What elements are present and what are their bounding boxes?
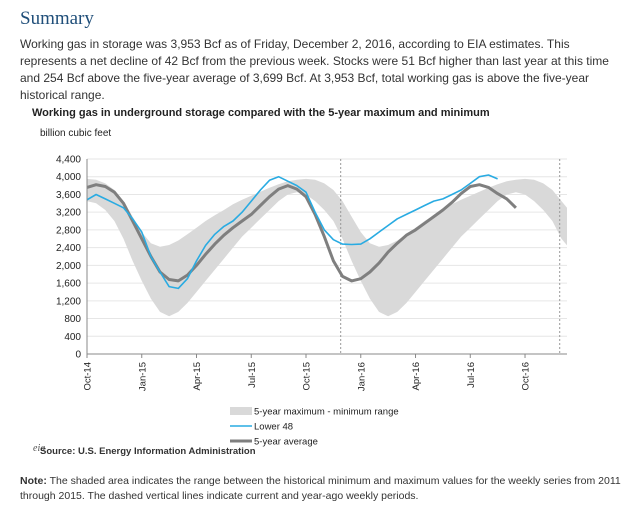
x-tick-label: Jul-16 — [466, 362, 477, 388]
legend-swatch-range — [230, 407, 252, 415]
series-range-area — [87, 178, 567, 317]
note-body: The shaded area indicates the range betw… — [20, 475, 621, 502]
axis-layer: 0 400 800 1,200 1,600 2,000 2,400 2,800 3,200 3,6… — [56, 155, 567, 391]
y-tick-label: 2,800 — [56, 225, 81, 236]
x-tick-label: Apr-16 — [411, 362, 422, 391]
series-layer — [86, 159, 567, 354]
x-tick-label: Oct-14 — [83, 362, 94, 391]
y-tick-label: 400 — [64, 332, 81, 343]
chart-title: Working gas in underground storage compa… — [32, 107, 490, 119]
y-tick-label: 1,600 — [56, 279, 81, 290]
y-tick-label: 800 — [64, 314, 81, 325]
legend-label-lower48: Lower 48 — [254, 422, 293, 433]
y-tick-label: 3,600 — [56, 190, 81, 201]
legend-label-range: 5-year maximum - minimum range — [254, 407, 399, 418]
x-tick-label: Oct-16 — [521, 362, 532, 391]
x-tick-label: Jan-15 — [137, 362, 148, 391]
y-tick-label: 0 — [75, 350, 81, 361]
y-tick-label: 2,400 — [56, 243, 81, 254]
eia-logo: eia — [33, 443, 46, 454]
series-lower-48-line — [86, 174, 498, 290]
x-tick-label: Oct-15 — [302, 362, 313, 391]
y-tick-label: 4,400 — [56, 155, 81, 166]
legend: 5-year maximum - minimum range Lower 48 5-… — [230, 407, 399, 448]
y-tick-label: 1,200 — [56, 296, 81, 307]
legend-label-avg: 5-year average — [254, 437, 318, 448]
source-text: Source: U.S. Energy Information Administ… — [40, 446, 256, 457]
summary-title: Summary — [20, 8, 94, 29]
y-axis-unit-label: billion cubic feet — [40, 128, 112, 139]
x-tick-label: Jan-16 — [356, 362, 367, 391]
y-tick-label: 2,000 — [56, 261, 81, 272]
note: Note: The shaded area indicates the rang… — [20, 474, 628, 504]
summary-text: Working gas in storage was 3,953 Bcf as … — [20, 37, 609, 102]
x-tick-label: Jul-15 — [247, 362, 258, 388]
note-label: Note: — [20, 475, 47, 487]
y-tick-label: 3,200 — [56, 208, 81, 219]
x-tick-label: Apr-15 — [192, 362, 203, 391]
y-tick-label: 4,000 — [56, 172, 81, 183]
